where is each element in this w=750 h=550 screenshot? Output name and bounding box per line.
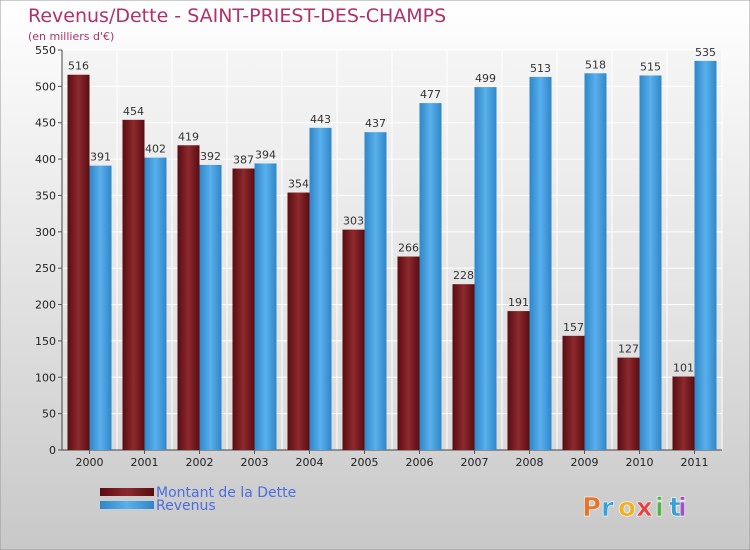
data-label-dette: 454	[123, 105, 144, 118]
data-label-dette: 191	[508, 296, 529, 309]
bar-revenus	[639, 75, 662, 451]
y-tick-label: 150	[35, 335, 56, 348]
bar-revenus	[309, 127, 332, 451]
logo-letter: i	[655, 493, 664, 523]
bar-revenus	[474, 87, 497, 450]
bar-dette	[287, 192, 310, 450]
bars	[67, 60, 717, 451]
x-tick-label: 2000	[76, 456, 104, 469]
data-label-dette: 387	[233, 154, 254, 167]
y-tick-label: 250	[35, 262, 56, 275]
data-label-revenus: 518	[585, 58, 606, 71]
data-label-revenus: 443	[310, 113, 331, 126]
logo-letter: r	[601, 493, 614, 523]
chart-subtitle: (en milliers d'€)	[28, 30, 114, 43]
x-tick-label: 2001	[131, 456, 159, 469]
bar-revenus	[144, 157, 167, 451]
data-label-revenus: 437	[365, 117, 386, 130]
data-label-revenus: 499	[475, 72, 496, 85]
bar-revenus	[419, 103, 442, 450]
x-tick-label: 2008	[516, 456, 544, 469]
y-tick-label: 200	[35, 299, 56, 312]
x-tick-label: 2003	[241, 456, 269, 469]
bar-revenus	[254, 163, 277, 451]
y-tick-label: 450	[35, 117, 56, 130]
x-tick-label: 2010	[626, 456, 654, 469]
gridlines	[61, 49, 723, 451]
bar-dette	[342, 229, 365, 450]
x-tick-label: 2002	[186, 456, 214, 469]
data-label-dette: 516	[68, 60, 89, 73]
logo-letter: P	[582, 493, 601, 523]
bar-revenus	[584, 73, 607, 450]
data-label-revenus: 402	[145, 143, 166, 156]
data-label-dette: 157	[563, 321, 584, 334]
axes: 0 50 100 150 200 250 300 350 400 450 500 550 2000 200…	[35, 44, 722, 469]
data-label-revenus: 513	[530, 62, 551, 75]
bar-dette	[67, 74, 90, 451]
x-tick-label: 2009	[571, 456, 599, 469]
data-label-dette: 127	[618, 343, 639, 356]
y-tick-label: 100	[35, 371, 56, 384]
x-tick-label: 2011	[681, 456, 709, 469]
bar-revenus	[199, 164, 222, 450]
bar-dette	[672, 376, 695, 450]
logo-letter: i	[678, 493, 687, 523]
data-label-revenus: 535	[695, 46, 716, 59]
bar-dette	[177, 145, 200, 451]
legend-label-dette: Montant de la Dette	[156, 485, 296, 501]
data-label-dette: 303	[343, 215, 364, 228]
y-tick-label: 550	[35, 44, 56, 57]
bar-dette	[507, 311, 530, 450]
logo-letter: o	[618, 493, 636, 523]
data-label-dette: 101	[673, 362, 694, 375]
bar-revenus	[364, 132, 387, 450]
data-label-revenus: 477	[420, 88, 441, 101]
bar-dette	[562, 335, 585, 450]
logo-letter: t	[669, 493, 681, 523]
bar-dette	[452, 284, 475, 450]
logo-letter: x	[636, 493, 653, 523]
data-label-dette: 266	[398, 242, 419, 255]
data-label-revenus: 394	[255, 148, 276, 161]
x-tick-label: 2007	[461, 456, 489, 469]
bar-dette	[122, 119, 145, 451]
bar-revenus	[89, 165, 112, 451]
legend-label-revenus: Revenus	[156, 498, 216, 514]
x-tick-label: 2005	[351, 456, 379, 469]
bar-revenus	[694, 60, 717, 451]
y-tick-label: 0	[49, 444, 56, 457]
x-tick-label: 2004	[296, 456, 324, 469]
chart-title: Revenus/Dette - SAINT-PRIEST-DES-CHAMPS	[28, 5, 446, 27]
data-label-revenus: 392	[200, 150, 221, 163]
data-label-dette: 419	[178, 130, 199, 143]
bar-dette	[617, 357, 640, 450]
bar-revenus	[529, 76, 552, 450]
bar-dette	[232, 168, 255, 450]
y-tick-label: 300	[35, 226, 56, 239]
data-label-revenus: 515	[640, 60, 661, 73]
x-tick-label: 2006	[406, 456, 434, 469]
y-tick-label: 50	[42, 408, 56, 421]
legend-swatch-revenus	[100, 501, 154, 509]
y-tick-label: 350	[35, 189, 56, 202]
legend-swatch-dette	[100, 488, 154, 496]
data-label-revenus: 391	[90, 151, 111, 164]
data-label-dette: 354	[288, 178, 309, 191]
bar-dette	[397, 256, 420, 450]
y-tick-label: 500	[35, 80, 56, 93]
y-tick-label: 400	[35, 153, 56, 166]
data-label-dette: 228	[453, 269, 474, 282]
